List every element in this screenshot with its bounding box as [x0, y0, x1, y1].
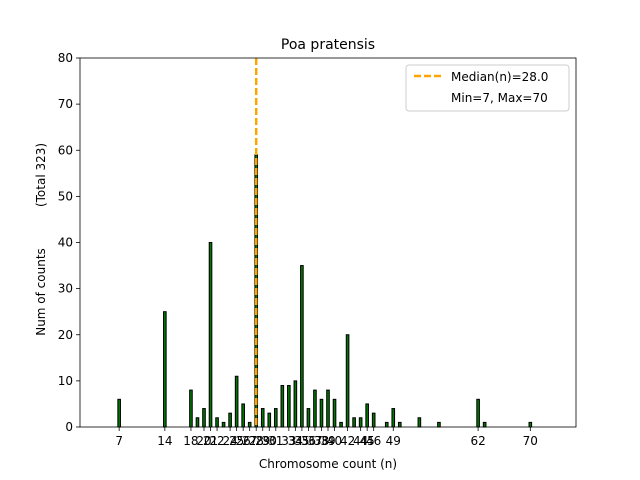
x-tick-label: 18: [183, 434, 198, 448]
x-tick-label: 35: [294, 434, 309, 448]
bar-n-35: [300, 265, 304, 428]
bar-n-33: [287, 384, 291, 428]
bar-n-44: [358, 417, 363, 428]
legend: Median(n)=28.0 Min=7, Max=70: [405, 64, 570, 112]
x-axis-label: Chromosome count (n): [259, 457, 397, 471]
bar-n-34: [293, 380, 298, 428]
bar-n-19: [195, 417, 200, 428]
x-tick-label: 49: [386, 434, 401, 448]
y-tick-label: 10: [58, 374, 73, 388]
x-tick-label: 31: [268, 434, 283, 448]
x-tick-label: 29: [255, 434, 270, 448]
x-tick-label: 62: [470, 434, 485, 448]
y-tick-label: 70: [58, 97, 73, 111]
bar-n-50: [397, 421, 402, 428]
bar-n-22: [215, 417, 219, 428]
y-tick-label: 40: [58, 236, 73, 250]
bar-n-48: [384, 421, 389, 428]
bar-n-70: [528, 421, 533, 428]
y-tick-label: 0: [65, 420, 73, 434]
x-tick-label: 7: [115, 434, 123, 448]
bar-n-27: [247, 421, 252, 428]
bar-n-7: [117, 398, 121, 428]
bar-n-62: [476, 398, 480, 428]
x-tick-label: 21: [203, 434, 218, 448]
bar-n-32: [280, 384, 285, 428]
x-tick-label: 33: [281, 434, 296, 448]
x-axis-ticks: 7 14 1820212224252627282930313334353637383…: [115, 427, 538, 448]
x-tick-label: 27: [242, 434, 257, 448]
y-axis-total-label: (Total 323): [34, 143, 48, 207]
x-tick-label: 22: [209, 434, 224, 448]
chart-title: Poa pratensis: [281, 37, 375, 53]
bar-n-56: [437, 421, 441, 428]
legend-median-label: Median(n)=28.0: [451, 70, 548, 84]
bar-n-30: [267, 412, 272, 428]
bar-n-20: [202, 408, 206, 428]
bar-n-38: [319, 398, 324, 428]
bar-n-18: [189, 389, 193, 428]
x-tick-label: 14: [157, 434, 172, 448]
x-tick-label: 45: [360, 434, 375, 448]
bar-n-23: [221, 421, 226, 428]
bar-n-36: [306, 408, 311, 428]
y-tick-label: 80: [58, 51, 73, 65]
x-tick-label: 44: [353, 434, 368, 448]
bar-n-21: [208, 242, 213, 428]
bar-n-26: [241, 403, 245, 428]
y-tick-label: 20: [58, 328, 73, 342]
x-tick-label: 36: [301, 434, 316, 448]
x-tick-label: 38: [314, 434, 329, 448]
x-tick-label: 26: [236, 434, 251, 448]
bar-n-49: [391, 408, 396, 428]
bar-n-24: [228, 412, 232, 428]
y-axis-label: Num of counts: [34, 248, 48, 336]
y-tick-label: 30: [58, 282, 73, 296]
bar-n-31: [273, 408, 278, 428]
bar-n-63: [482, 421, 487, 428]
bar-n-29: [260, 408, 265, 428]
x-tick-label: 20: [196, 434, 211, 448]
x-tick-label: 34: [288, 434, 303, 448]
bar-n-41: [339, 421, 343, 428]
bar-n-46: [371, 412, 376, 428]
x-tick-label: 37: [307, 434, 322, 448]
x-tick-label: 24: [222, 434, 237, 448]
bar-n-40: [332, 398, 337, 428]
x-tick-label: 42: [340, 434, 355, 448]
x-tick-label: 70: [523, 434, 538, 448]
x-tick-label: 30: [262, 434, 277, 448]
legend-minmax-label: Min=7, Max=70: [451, 91, 548, 105]
y-tick-label: 60: [58, 143, 73, 157]
x-tick-label: 46: [366, 434, 381, 448]
x-tick-label: 28: [249, 434, 264, 448]
x-tick-label: 25: [229, 434, 244, 448]
bar-n-43: [352, 417, 356, 428]
y-tick-label: 50: [58, 189, 73, 203]
bar-n-42: [345, 334, 350, 428]
bar-n-37: [313, 389, 317, 428]
y-axis-ticks: 0 10 20 30 40 50 60 70 80: [58, 51, 80, 434]
x-tick-label: 39: [320, 434, 335, 448]
bar-n-39: [326, 389, 330, 428]
bar-n-53: [417, 417, 422, 428]
legend-box: [405, 64, 570, 112]
bar-n-14: [163, 311, 167, 428]
bar-n-45: [365, 403, 369, 428]
x-tick-label: 40: [327, 434, 342, 448]
bar-n-25: [234, 375, 239, 428]
